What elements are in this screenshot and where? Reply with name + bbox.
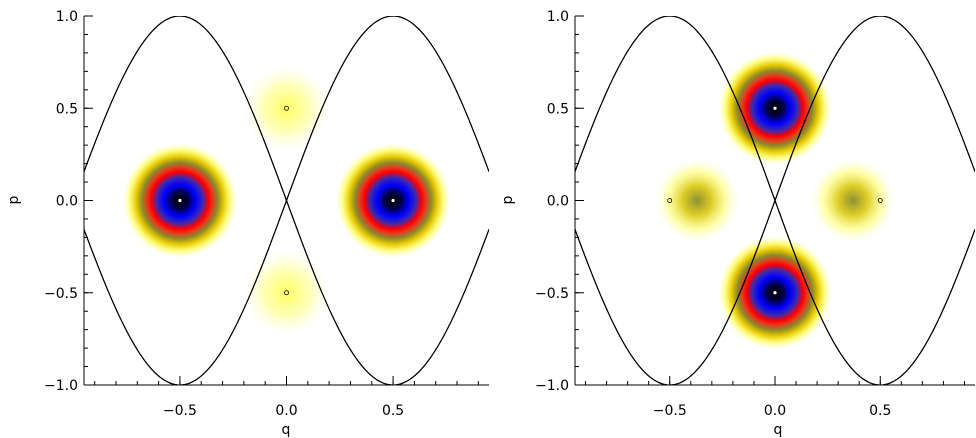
x-tick-label: −0.5: [163, 403, 197, 419]
weak-peak-1: [243, 250, 330, 336]
y-tick-label: −1.0: [44, 378, 78, 394]
x-tick-label: 0.0: [275, 403, 297, 419]
y-tick-label: −0.5: [535, 286, 569, 302]
peak-center-marker-0: [178, 198, 182, 203]
y-axis-title: p: [6, 195, 22, 204]
y-tick-label: −1.0: [535, 378, 569, 394]
y-tick-label: 1.0: [56, 9, 78, 25]
y-tick-label: 0.5: [547, 101, 569, 117]
y-axis-title: p: [500, 195, 516, 204]
x-tick-label: 0.0: [764, 403, 786, 419]
peak-center-marker-1: [391, 198, 395, 203]
open-marker-0: [284, 105, 289, 111]
left-panel: −1.0 −0.5 0.0 0.5 1.0 −0.5 0.0 0.5 q p: [6, 9, 489, 438]
sine-curve-3: [84, 16, 489, 385]
open-marker-0: [667, 198, 673, 203]
x-tick-label: 0.5: [382, 403, 404, 419]
axes: −1.0 −0.5 0.0 0.5 1.0 −0.5 0.0 0.5: [535, 9, 975, 419]
axes: −1.0 −0.5 0.0 0.5 1.0 −0.5 0.0 0.5: [44, 9, 489, 419]
y-tick-label: 1.0: [547, 9, 569, 25]
peak-center-marker-0: [773, 106, 777, 110]
open-marker-1: [284, 290, 289, 296]
x-tick-label: −0.5: [653, 403, 687, 419]
open-marker-1: [877, 198, 883, 203]
x-tick-label: 0.5: [869, 403, 891, 419]
sine-curve-3: [575, 16, 975, 385]
peak-markers: [178, 105, 395, 296]
sine-curves: [84, 16, 489, 385]
weak-peak-0: [655, 158, 740, 243]
peak-markers: [667, 106, 883, 295]
y-tick-label: 0.0: [56, 194, 78, 210]
y-tick-label: 0.0: [547, 194, 569, 210]
right-panel: −1.0 −0.5 0.0 0.5 1.0 −0.5 0.0 0.5 q p: [500, 9, 975, 438]
weak-peak-0: [243, 65, 330, 151]
peak-center-marker-1: [773, 291, 777, 295]
y-tick-label: 0.5: [56, 101, 78, 117]
x-axis-title: q: [282, 422, 291, 438]
y-tick-label: −0.5: [44, 286, 78, 302]
x-axis-title: q: [774, 422, 783, 438]
weak-peak-1: [810, 158, 895, 243]
sine-curves: [575, 16, 975, 385]
